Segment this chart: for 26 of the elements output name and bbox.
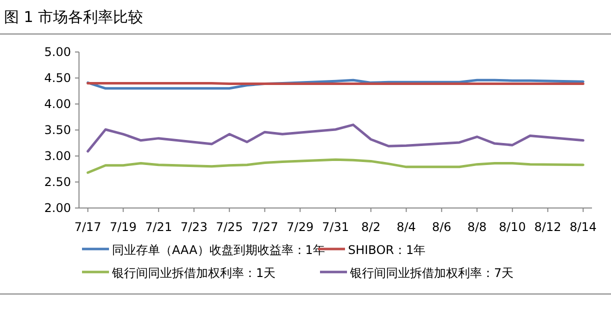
xtick: 8/12 xyxy=(534,220,562,234)
xtick: 8/14 xyxy=(570,220,597,234)
xtick: 8/2 xyxy=(361,220,381,234)
xtick: 8/4 xyxy=(396,220,416,234)
ytick: 2.50 xyxy=(44,175,71,189)
ytick: 2.00 xyxy=(44,201,71,215)
xtick: 8/8 xyxy=(467,220,487,234)
xtick: 7/21 xyxy=(145,220,172,234)
ytick: 3.50 xyxy=(44,123,71,137)
ytick: 5.00 xyxy=(44,45,71,59)
ytick: 3.00 xyxy=(44,149,71,163)
title: 图 1 市场各利率比较 xyxy=(4,8,144,26)
xtick: 7/19 xyxy=(110,220,137,234)
xtick: 7/31 xyxy=(322,220,349,234)
xtick: 7/25 xyxy=(216,220,243,234)
xtick: 7/27 xyxy=(251,220,278,234)
ytick: 4.00 xyxy=(44,97,71,111)
ytick: 4.50 xyxy=(44,71,71,85)
xtick: 7/23 xyxy=(180,220,208,234)
legend-item: 银行间同业拆借加权利率：7天 xyxy=(350,266,514,280)
legend-item: 银行间同业拆借加权利率：1天 xyxy=(112,266,276,280)
xtick: 8/10 xyxy=(498,220,526,234)
legend-item: SHIBOR：1年 xyxy=(348,243,426,257)
xtick: 7/17 xyxy=(74,220,102,234)
xtick: 7/29 xyxy=(286,220,314,234)
xtick: 8/6 xyxy=(432,220,452,234)
